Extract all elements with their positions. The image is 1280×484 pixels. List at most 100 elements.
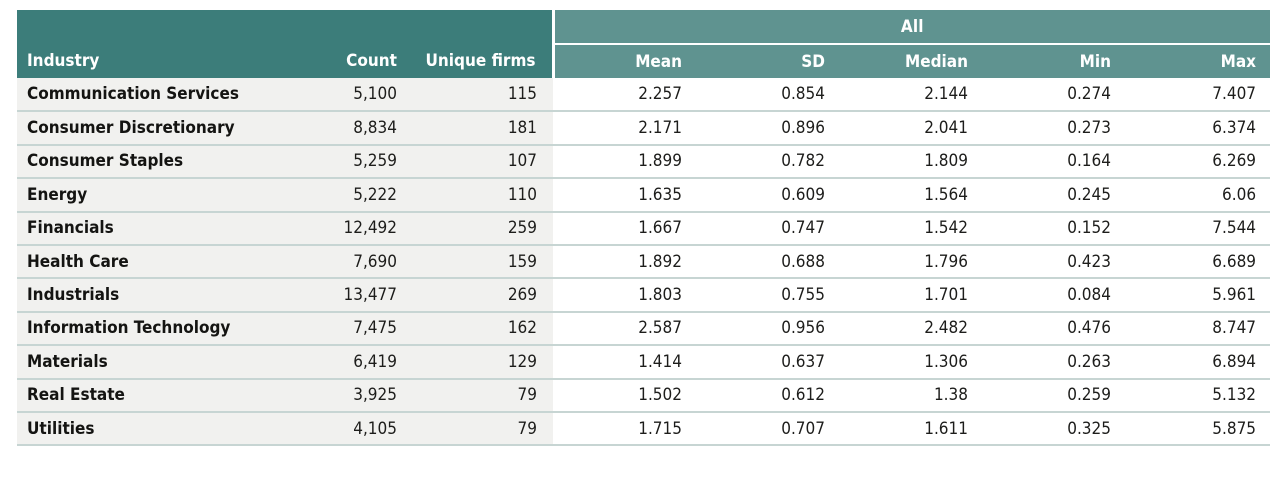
cell-min: 0.325 (982, 410, 1125, 447)
cell-unique-firms: 159 (413, 243, 553, 279)
table-row: Information Technology 7,475 162 2.587 0… (17, 310, 1271, 346)
cell-unique-firms: 259 (413, 210, 553, 245)
cell-sd: 0.956 (696, 310, 839, 346)
cell-max: 7.544 (1125, 210, 1271, 245)
cell-mean: 1.667 (553, 210, 696, 245)
col-header-sd: SD (696, 44, 839, 78)
cell-min: 0.259 (982, 377, 1125, 412)
table-row: Communication Services 5,100 115 2.257 0… (17, 78, 1271, 112)
table-row: Utilities 4,105 79 1.715 0.707 1.611 0.3… (17, 410, 1271, 447)
cell-median: 1.38 (839, 377, 982, 412)
table-row: Financials 12,492 259 1.667 0.747 1.542 … (17, 210, 1271, 245)
cell-max: 5.875 (1125, 410, 1271, 447)
col-header-median: Median (839, 44, 982, 78)
table-row: Industrials 13,477 269 1.803 0.755 1.701… (17, 277, 1271, 312)
group-header-row: All (17, 10, 1271, 45)
cell-industry: Real Estate (17, 377, 325, 412)
cell-count: 8,834 (325, 110, 413, 145)
cell-industry: Information Technology (17, 310, 325, 346)
cell-sd: 0.782 (696, 143, 839, 179)
col-header-industry: Industry (17, 44, 325, 78)
table-header: All Industry Count Unique firms Mean SD … (17, 10, 1271, 78)
cell-max: 6.06 (1125, 177, 1271, 212)
cell-median: 1.611 (839, 410, 982, 447)
col-header-mean: Mean (553, 44, 696, 78)
cell-unique-firms: 107 (413, 143, 553, 179)
cell-count: 7,475 (325, 310, 413, 346)
col-header-max: Max (1125, 44, 1271, 78)
cell-count: 3,925 (325, 377, 413, 412)
cell-min: 0.245 (982, 177, 1125, 212)
cell-median: 1.796 (839, 243, 982, 279)
cell-mean: 2.171 (553, 110, 696, 145)
table-body: Communication Services 5,100 115 2.257 0… (17, 78, 1271, 447)
cell-industry: Health Care (17, 243, 325, 279)
cell-industry: Consumer Discretionary (17, 110, 325, 145)
cell-count: 4,105 (325, 410, 413, 447)
cell-min: 0.423 (982, 243, 1125, 279)
cell-max: 6.894 (1125, 344, 1271, 379)
cell-sd: 0.637 (696, 344, 839, 379)
cell-max: 6.269 (1125, 143, 1271, 179)
cell-sd: 0.896 (696, 110, 839, 145)
cell-unique-firms: 162 (413, 310, 553, 346)
cell-count: 5,222 (325, 177, 413, 212)
cell-unique-firms: 115 (413, 78, 553, 112)
cell-count: 6,419 (325, 344, 413, 379)
cell-unique-firms: 79 (413, 377, 553, 412)
col-header-unique-firms: Unique firms (413, 44, 555, 78)
table-row: Materials 6,419 129 1.414 0.637 1.306 0.… (17, 344, 1271, 379)
cell-industry: Communication Services (17, 78, 325, 112)
industry-stats-table: All Industry Count Unique firms Mean SD … (17, 10, 1271, 447)
table-row: Consumer Discretionary 8,834 181 2.171 0… (17, 110, 1271, 145)
cell-median: 1.701 (839, 277, 982, 312)
cell-count: 5,259 (325, 143, 413, 179)
cell-max: 8.747 (1125, 310, 1271, 346)
cell-mean: 1.414 (553, 344, 696, 379)
cell-mean: 2.587 (553, 310, 696, 346)
cell-count: 12,492 (325, 210, 413, 245)
cell-max: 5.132 (1125, 377, 1271, 412)
header-corner-block (17, 10, 555, 44)
cell-industry: Industrials (17, 277, 325, 312)
cell-industry: Financials (17, 210, 325, 245)
cell-unique-firms: 181 (413, 110, 553, 145)
cell-sd: 0.854 (696, 78, 839, 112)
cell-mean: 1.892 (553, 243, 696, 279)
cell-sd: 0.609 (696, 177, 839, 212)
cell-min: 0.476 (982, 310, 1125, 346)
cell-unique-firms: 110 (413, 177, 553, 212)
cell-unique-firms: 129 (413, 344, 553, 379)
cell-max: 6.689 (1125, 243, 1271, 279)
cell-count: 5,100 (325, 78, 413, 112)
cell-count: 7,690 (325, 243, 413, 279)
cell-industry: Energy (17, 177, 325, 212)
cell-industry: Consumer Staples (17, 143, 325, 179)
cell-median: 2.041 (839, 110, 982, 145)
cell-min: 0.263 (982, 344, 1125, 379)
column-header-row: Industry Count Unique firms Mean SD Medi… (17, 44, 1271, 78)
cell-min: 0.164 (982, 143, 1125, 179)
col-header-min: Min (982, 44, 1125, 78)
table-row: Real Estate 3,925 79 1.502 0.612 1.38 0.… (17, 377, 1271, 412)
cell-median: 1.306 (839, 344, 982, 379)
cell-mean: 2.257 (553, 78, 696, 112)
cell-median: 2.144 (839, 78, 982, 112)
cell-sd: 0.755 (696, 277, 839, 312)
cell-sd: 0.707 (696, 410, 839, 447)
col-header-count: Count (325, 44, 413, 78)
cell-min: 0.084 (982, 277, 1125, 312)
cell-max: 7.407 (1125, 78, 1271, 112)
cell-mean: 1.502 (553, 377, 696, 412)
cell-mean: 1.803 (553, 277, 696, 312)
cell-unique-firms: 269 (413, 277, 553, 312)
cell-industry: Materials (17, 344, 325, 379)
cell-min: 0.274 (982, 78, 1125, 112)
cell-median: 1.564 (839, 177, 982, 212)
table-row: Energy 5,222 110 1.635 0.609 1.564 0.245… (17, 177, 1271, 212)
table-row: Health Care 7,690 159 1.892 0.688 1.796 … (17, 243, 1271, 279)
cell-sd: 0.612 (696, 377, 839, 412)
cell-min: 0.152 (982, 210, 1125, 245)
cell-mean: 1.635 (553, 177, 696, 212)
cell-median: 1.542 (839, 210, 982, 245)
